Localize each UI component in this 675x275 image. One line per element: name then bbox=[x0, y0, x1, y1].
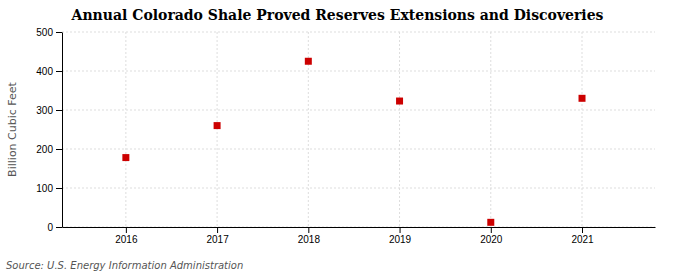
y-tick: 0 bbox=[47, 222, 62, 233]
y-tick-label: 500 bbox=[36, 27, 53, 38]
x-tick: 2016 bbox=[115, 227, 138, 245]
x-tick: 2021 bbox=[571, 227, 594, 245]
y-tick-mark bbox=[56, 110, 62, 111]
source-note: Source: U.S. Energy Information Administ… bbox=[6, 260, 243, 271]
x-tick-mark bbox=[217, 227, 218, 233]
y-grid-line bbox=[62, 227, 655, 228]
point bbox=[487, 219, 494, 226]
y-axis-line bbox=[62, 33, 63, 228]
y-tick-mark bbox=[56, 188, 62, 189]
y-tick-mark bbox=[56, 32, 62, 33]
x-axis-line bbox=[63, 227, 656, 228]
x-tick: 2019 bbox=[389, 227, 412, 245]
y-grid-line bbox=[62, 32, 655, 33]
x-grid-line bbox=[490, 32, 491, 227]
y-tick: 400 bbox=[36, 66, 62, 77]
x-tick-label: 2017 bbox=[206, 234, 229, 245]
y-tick-label: 200 bbox=[36, 144, 53, 155]
y-tick: 100 bbox=[36, 183, 62, 194]
title: Annual Colorado Shale Proved Reserves Ex… bbox=[71, 7, 604, 23]
point bbox=[214, 122, 221, 129]
y-tick-label: 400 bbox=[36, 66, 53, 77]
chart: 2016 2017 2018 2019 2020 2021 0 100 200 300 400 500… bbox=[0, 0, 675, 275]
x-tick-label: 2021 bbox=[571, 234, 594, 245]
y-tick-mark bbox=[56, 227, 62, 228]
points bbox=[122, 58, 585, 226]
point bbox=[396, 98, 403, 105]
x-tick-mark bbox=[308, 227, 309, 233]
plot-area: 2016 2017 2018 2019 2020 2021 0 100 200 300 400 500 bbox=[36, 27, 655, 245]
point bbox=[579, 95, 586, 102]
x-tick-label: 2020 bbox=[480, 234, 503, 245]
x-grid-line bbox=[217, 32, 218, 227]
y-tick: 300 bbox=[36, 105, 62, 116]
x-tick-mark bbox=[400, 227, 401, 233]
y-axis-label: Billion Cubic Feet bbox=[6, 81, 19, 176]
y-grid-line bbox=[62, 188, 655, 189]
x-axis: 2016 2017 2018 2019 2020 2021 bbox=[63, 227, 656, 245]
y-tick-label: 0 bbox=[47, 222, 53, 233]
y-grid-line bbox=[62, 110, 655, 111]
y-grid-line bbox=[62, 71, 655, 72]
y-tick-label: 300 bbox=[36, 105, 53, 116]
y-tick-mark bbox=[56, 71, 62, 72]
y-tick-label: 100 bbox=[36, 183, 53, 194]
x-tick-label: 2016 bbox=[115, 234, 138, 245]
y-tick: 500 bbox=[36, 27, 62, 38]
x-tick-label: 2018 bbox=[298, 234, 321, 245]
x-tick-mark bbox=[582, 227, 583, 233]
x-grid-line bbox=[399, 32, 400, 227]
x-tick: 2018 bbox=[298, 227, 321, 245]
y-axis: 0 100 200 300 400 500 bbox=[36, 27, 62, 233]
x-tick-mark bbox=[126, 227, 127, 233]
grid bbox=[62, 32, 655, 227]
x-tick: 2020 bbox=[480, 227, 503, 245]
x-grid-line bbox=[125, 32, 126, 227]
point bbox=[122, 154, 129, 161]
x-tick-mark bbox=[491, 227, 492, 233]
x-tick-label: 2019 bbox=[389, 234, 412, 245]
point bbox=[305, 58, 312, 65]
x-tick: 2017 bbox=[206, 227, 229, 245]
y-grid-line bbox=[62, 149, 655, 150]
y-tick: 200 bbox=[36, 144, 62, 155]
y-tick-mark bbox=[56, 149, 62, 150]
x-grid-line bbox=[582, 32, 583, 227]
